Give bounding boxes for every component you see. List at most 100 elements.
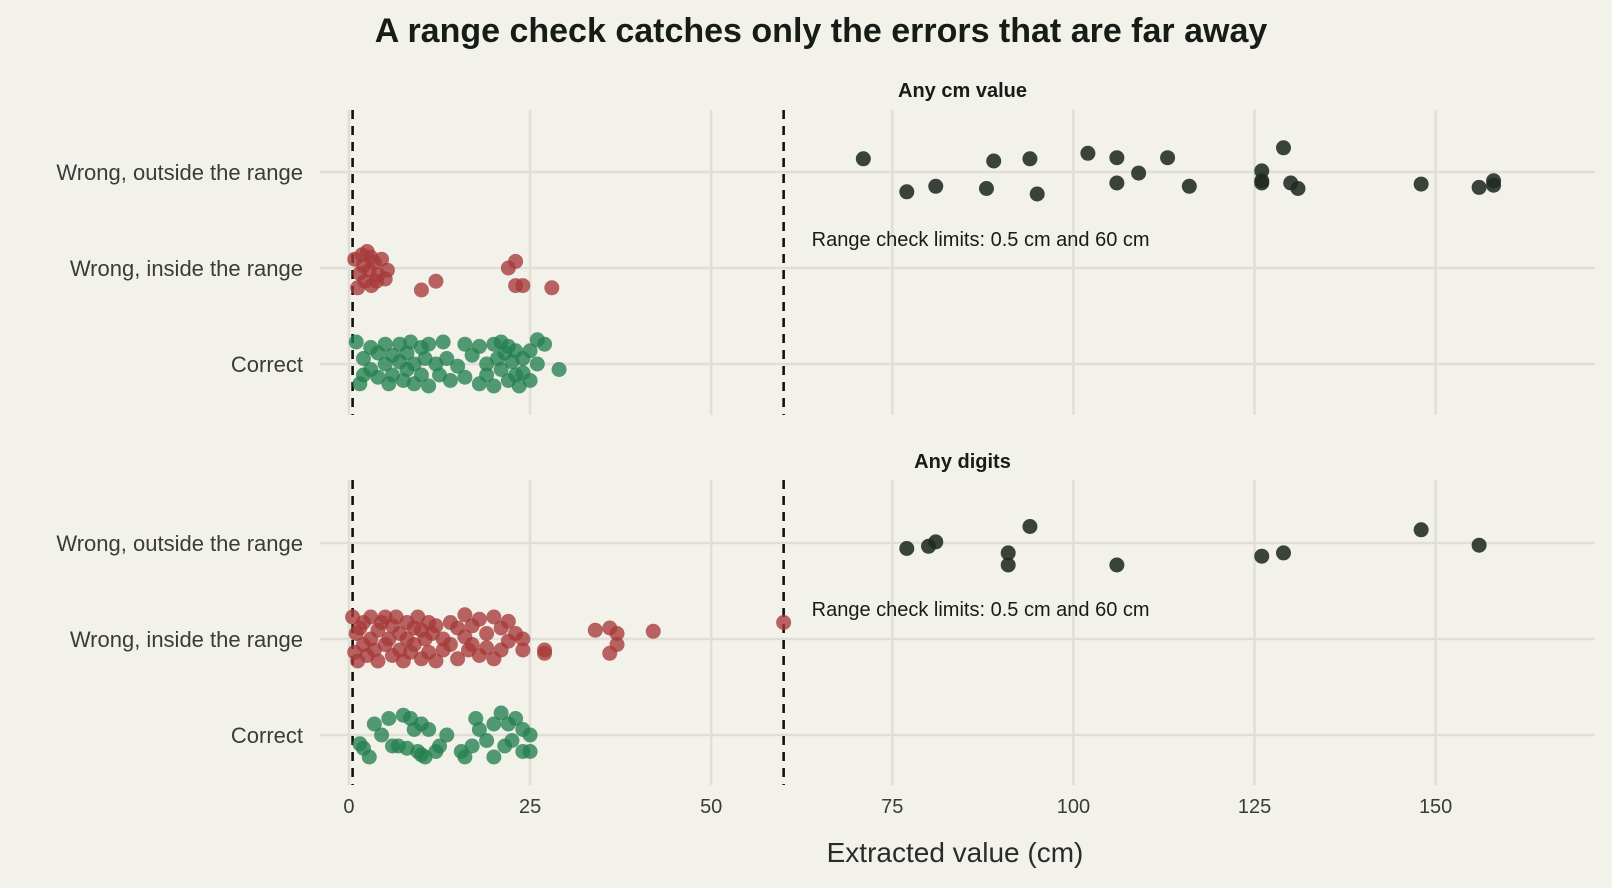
- data-point: [1275, 545, 1291, 561]
- data-point: [1413, 522, 1429, 538]
- data-point: [479, 367, 495, 383]
- data-point: [1471, 179, 1487, 195]
- data-point: [464, 637, 480, 652]
- data-point: [370, 653, 386, 669]
- x-tick-label: 50: [700, 796, 722, 818]
- data-point: [928, 178, 944, 194]
- data-point: [1181, 178, 1197, 194]
- x-tick-label: 25: [519, 796, 541, 818]
- y-tick-label: Correct: [231, 723, 303, 748]
- data-point: [1290, 181, 1306, 196]
- data-point: [413, 367, 429, 383]
- data-point: [978, 181, 994, 196]
- data-point: [1029, 186, 1045, 202]
- data-point: [1080, 145, 1096, 161]
- data-point: [479, 640, 495, 656]
- data-point: [493, 362, 509, 377]
- data-point: [366, 716, 382, 732]
- data-point: [377, 336, 393, 352]
- data-point: [609, 637, 625, 652]
- y-tick-label: Wrong, outside the range: [56, 160, 303, 185]
- data-point: [442, 373, 458, 388]
- data-point: [421, 378, 437, 394]
- data-point: [899, 541, 915, 556]
- data-point: [428, 653, 444, 669]
- series-correct: [348, 332, 567, 394]
- panel-title: Any digits: [914, 451, 1011, 473]
- series-correct: [352, 705, 538, 765]
- range-annotation: Range check limits: 0.5 cm and 60 cm: [812, 599, 1150, 621]
- x-tick-label: 125: [1238, 796, 1271, 818]
- range-annotation: Range check limits: 0.5 cm and 60 cm: [812, 229, 1150, 251]
- series-wrong-inside-the-range: [347, 244, 560, 298]
- x-tick-label: 150: [1419, 796, 1452, 818]
- x-axis-label: Extracted value (cm): [827, 837, 1084, 868]
- data-point: [450, 358, 466, 374]
- data-point: [381, 711, 397, 726]
- data-point: [609, 626, 625, 641]
- data-point: [457, 336, 473, 352]
- data-point: [421, 722, 437, 737]
- data-point: [1109, 175, 1125, 191]
- data-point: [493, 705, 509, 721]
- x-tick-label: 100: [1057, 796, 1090, 818]
- data-point: [374, 727, 390, 743]
- data-point: [435, 334, 451, 350]
- data-point: [537, 645, 553, 661]
- data-point: [529, 356, 545, 372]
- series-wrong-outside-the-range: [855, 140, 1502, 202]
- data-point: [486, 716, 502, 732]
- data-point: [464, 738, 480, 754]
- data-point: [479, 733, 495, 748]
- data-point: [1254, 175, 1270, 191]
- data-point: [1022, 519, 1038, 534]
- data-point: [428, 273, 444, 289]
- data-point: [522, 744, 538, 759]
- data-point: [515, 642, 531, 658]
- series-wrong-outside-the-range: [899, 519, 1487, 573]
- y-tick-label: Wrong, inside the range: [70, 256, 303, 281]
- data-point: [776, 615, 792, 630]
- data-point: [457, 749, 473, 765]
- data-point: [439, 351, 455, 366]
- y-tick-label: Wrong, outside the range: [56, 531, 303, 556]
- data-point: [986, 153, 1002, 169]
- data-point: [439, 727, 455, 743]
- data-point: [442, 637, 458, 652]
- data-point: [479, 626, 495, 641]
- data-point: [413, 282, 429, 298]
- data-point: [855, 151, 871, 167]
- data-point: [1160, 150, 1176, 166]
- panel-2: Any digits Wrong, outside the range Wrong,…: [56, 451, 1595, 785]
- data-point: [522, 373, 538, 388]
- data-point: [486, 609, 502, 625]
- data-point: [450, 651, 466, 667]
- panel-title: Any cm value: [898, 80, 1027, 102]
- data-point: [544, 280, 560, 296]
- data-point: [471, 611, 487, 627]
- data-point: [432, 738, 448, 754]
- data-point: [537, 336, 553, 352]
- y-tick-label: Correct: [231, 352, 303, 377]
- data-point: [421, 336, 437, 352]
- data-point: [1000, 557, 1016, 573]
- data-point: [355, 351, 371, 366]
- data-point: [504, 733, 520, 748]
- data-point: [928, 534, 944, 550]
- data-point: [428, 618, 444, 634]
- data-point: [348, 334, 364, 350]
- data-point: [515, 631, 531, 647]
- data-point: [587, 622, 603, 638]
- data-point: [1486, 177, 1502, 193]
- data-point: [1109, 150, 1125, 166]
- data-point: [374, 251, 390, 267]
- chart-title: A range check catches only the errors th…: [375, 12, 1268, 50]
- data-point: [645, 623, 661, 639]
- series-wrong-inside-the-range: [345, 607, 792, 669]
- data-point: [370, 369, 386, 385]
- data-point: [1022, 151, 1038, 167]
- x-tick-label: 75: [881, 796, 903, 818]
- data-point: [508, 253, 524, 269]
